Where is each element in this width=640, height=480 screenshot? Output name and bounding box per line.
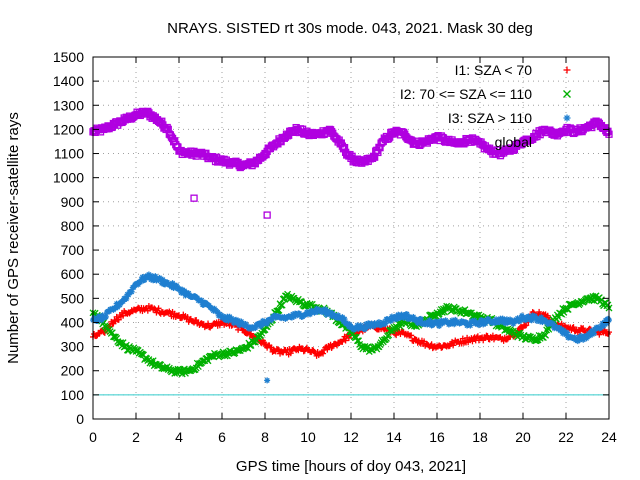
outlier-point (263, 211, 271, 219)
x-tick-label: 20 (515, 429, 531, 445)
data-point (503, 336, 510, 343)
data-point (542, 331, 550, 339)
data-point (342, 337, 349, 344)
data-point (277, 301, 285, 309)
outlier-point (190, 194, 198, 202)
x-tick-label: 18 (472, 429, 488, 445)
grid (93, 57, 609, 419)
y-tick-label: 1000 (53, 170, 84, 186)
y-tick-label: 700 (61, 242, 85, 258)
data-point (523, 322, 530, 329)
series-layer (89, 107, 613, 384)
data-point (346, 150, 354, 159)
x-tick-label: 6 (218, 429, 226, 445)
y-tick-label: 1100 (54, 146, 84, 162)
y-axis-label: Number of GPS receiver-satellite rays (5, 112, 22, 364)
data-point (374, 148, 382, 157)
data-point (393, 332, 400, 339)
data-point (484, 333, 491, 340)
legend-label: global (495, 134, 532, 150)
data-point (570, 324, 577, 331)
data-point (450, 342, 457, 349)
y-tick-label: 1300 (53, 97, 84, 113)
legend-marker (563, 66, 571, 74)
x-tick-label: 24 (601, 429, 617, 445)
data-point (428, 341, 435, 348)
y-tick-label: 400 (61, 314, 85, 330)
data-point (590, 330, 597, 337)
y-tick-label: 900 (61, 194, 85, 210)
x-tick-label: 8 (261, 429, 269, 445)
x-tick-label: 2 (132, 429, 140, 445)
data-point (544, 312, 551, 319)
data-point (408, 332, 415, 339)
data-point (287, 350, 294, 357)
ticks: 0 2 4 6 8 10 12 14 16 18 20 22 240100200300400500600… (53, 49, 617, 445)
data-point (518, 325, 525, 332)
data-point (268, 344, 275, 351)
legend-label: I3: SZA > 110 (448, 110, 532, 126)
data-point (108, 329, 116, 337)
data-point (275, 306, 283, 314)
x-tick-label: 16 (429, 429, 445, 445)
series-global-points (89, 107, 613, 219)
x-tick-label: 14 (386, 429, 402, 445)
legend-marker (563, 90, 571, 98)
x-tick-label: 4 (175, 429, 183, 445)
series-i2-points (89, 290, 613, 378)
legend-marker (563, 114, 571, 122)
legend-label: I2: 70 <= SZA <= 110 (400, 86, 532, 102)
x-tick-label: 22 (558, 429, 574, 445)
data-point (601, 299, 609, 307)
chart-title: NRAYS. SISTED rt 30s mode. 043, 2021. Ma… (167, 20, 533, 37)
data-point (320, 350, 327, 357)
x-tick-label: 0 (89, 429, 97, 445)
data-point (469, 338, 476, 345)
y-tick-label: 100 (61, 387, 85, 403)
data-point (340, 143, 349, 152)
data-point (278, 301, 286, 309)
outlier-point (264, 377, 271, 384)
data-point (580, 325, 587, 332)
y-tick-label: 600 (61, 266, 85, 282)
x-tick-label: 10 (300, 429, 316, 445)
data-point (102, 313, 109, 320)
y-tick-label: 800 (61, 218, 85, 234)
legend-label: I1: SZA < 70 (455, 62, 533, 78)
y-tick-label: 200 (61, 363, 85, 379)
data-point (345, 335, 352, 342)
data-point (93, 333, 100, 340)
data-point (461, 338, 468, 345)
y-tick-label: 1200 (53, 121, 84, 137)
data-point (368, 154, 377, 163)
y-tick-label: 1400 (53, 73, 84, 89)
y-tick-label: 0 (76, 411, 84, 427)
data-point (126, 310, 133, 317)
y-tick-label: 500 (61, 290, 85, 306)
data-point (596, 331, 603, 338)
data-point (205, 320, 212, 327)
x-axis-label: GPS time [hours of doy 043, 2021] (236, 458, 466, 475)
data-point (155, 305, 162, 312)
y-tick-label: 1500 (53, 49, 84, 65)
data-point (545, 325, 553, 333)
data-point (353, 337, 361, 345)
x-tick-label: 12 (343, 429, 359, 445)
series-i3-points (90, 271, 612, 384)
y-tick-label: 300 (61, 339, 85, 355)
